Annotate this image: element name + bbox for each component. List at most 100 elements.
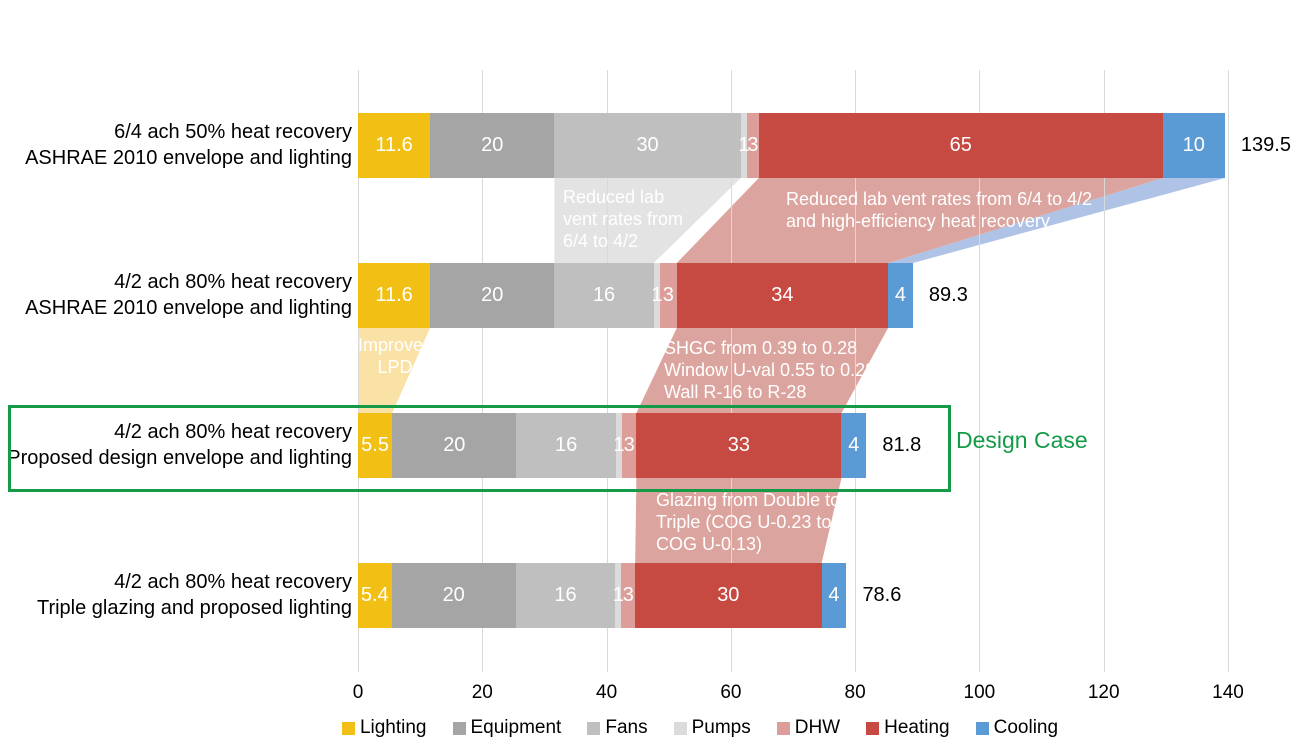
legend-label: Pumps — [691, 717, 751, 738]
x-axis-tick-label: 40 — [596, 682, 618, 703]
segment-value-label: 20 — [443, 434, 466, 456]
legend-swatch-icon — [673, 721, 687, 735]
bar-segment-pumps: 1 — [738, 113, 750, 178]
measure-annotation: Glazing from Double to Triple (COG U-0.23… — [656, 490, 841, 554]
gridline — [606, 70, 608, 672]
segment-value-label: 16 — [555, 434, 578, 456]
chart-legend: Lighting Equipment Fans Pumps DHW Heating Cool… — [300, 717, 1100, 739]
bar-segment-lighting: 11.6 — [358, 113, 431, 178]
bar-segment-heating: 30 — [635, 563, 822, 628]
bar-segment-pumps: 1 — [612, 563, 624, 628]
bar-segment-lighting: 5.4 — [358, 563, 392, 628]
gridline — [482, 70, 484, 672]
segment-value-label: 20 — [481, 134, 504, 156]
segment-value-label: 1 — [651, 284, 663, 306]
segment-value-label: 1 — [612, 584, 624, 606]
bar-segment-fans: 16 — [516, 413, 616, 478]
bar-segment-dhw: 3 — [746, 113, 759, 178]
bar-total-label: 89.3 — [928, 283, 968, 306]
segment-value-label: 30 — [717, 584, 740, 606]
bar-total-label: 139.5 — [1240, 133, 1291, 156]
bar-segment-cooling: 4 — [888, 263, 913, 328]
segment-value-label: 20 — [442, 584, 465, 606]
bar-total-label: 78.6 — [862, 583, 902, 606]
x-axis-tick-label: 20 — [471, 682, 493, 703]
segment-value-label: 5.5 — [361, 434, 389, 456]
gridline — [1103, 70, 1105, 672]
segment-value-label: 11.6 — [375, 284, 413, 306]
connector-lighting — [358, 328, 431, 413]
legend-swatch-icon — [975, 721, 989, 735]
segment-value-label: 3 — [662, 284, 674, 306]
measure-annotation: Reduced lab vent rates from 6/4 to 4/2 — [563, 187, 684, 251]
bar-segment-fans: 16 — [554, 263, 654, 328]
segment-value-label: 10 — [1182, 134, 1205, 156]
gridline — [979, 70, 981, 672]
category-label: 4/2 ach 80% heat recovery Proposed design… — [7, 421, 352, 469]
legend-item-equipment: Equipment — [452, 717, 561, 739]
legend-item-pumps: Pumps — [673, 717, 751, 739]
connector-heating — [676, 178, 1163, 263]
segment-value-label: 16 — [554, 584, 577, 606]
legend-label: Lighting — [359, 717, 427, 738]
x-axis-tick-label: 120 — [1087, 682, 1120, 703]
bar-total-label: 81.8 — [882, 433, 922, 456]
segment-value-label: 33 — [727, 434, 751, 456]
bar-segment-pumps: 1 — [651, 263, 663, 328]
connector-heating — [635, 478, 842, 563]
x-axis-tick-label: 140 — [1212, 682, 1244, 703]
legend-swatch-icon — [452, 721, 466, 735]
stacked-bar: 11.6 20 16 1 3 34 4 — [358, 263, 913, 328]
legend-item-heating: Heating — [866, 717, 950, 739]
legend-item-dhw: DHW — [776, 717, 841, 739]
legend-item-lighting: Lighting — [341, 717, 427, 739]
legend-item-cooling: Cooling — [975, 717, 1059, 739]
x-axis-tick-label: 80 — [844, 682, 866, 703]
legend-label: Heating — [884, 717, 950, 738]
segment-value-label: 1 — [738, 134, 750, 156]
connector-cooling — [888, 178, 1225, 263]
bar-segment-fans: 30 — [554, 113, 741, 178]
bar-segment-lighting: 11.6 — [358, 263, 431, 328]
legend-label: DHW — [794, 717, 841, 738]
measure-annotation: Improved LPD — [358, 335, 434, 377]
legend-item-fans: Fans — [587, 717, 648, 739]
x-axis-tick-label: 60 — [720, 682, 742, 703]
segment-value-label: 16 — [592, 284, 616, 306]
bar-segment-cooling: 10 — [1162, 113, 1225, 178]
segment-value-label: 1 — [613, 434, 625, 456]
bar-segment-heating: 33 — [636, 413, 842, 478]
bar-segment-dhw: 3 — [659, 263, 677, 328]
stacked-bar: 5.4 20 16 1 3 30 4 — [358, 563, 847, 628]
bar-segment-equipment: 20 — [391, 563, 516, 628]
stacked-bar: 11.6 20 30 1 3 65 10 — [358, 113, 1225, 178]
bar-segment-equipment: 20 — [430, 263, 555, 328]
measure-annotation: SHGC from 0.39 to 0.28 Window U-val 0.55 … — [664, 338, 876, 402]
legend-swatch-icon — [776, 721, 790, 735]
gridline — [855, 70, 857, 672]
bar-segment-cooling: 4 — [841, 413, 867, 478]
category-label: 4/2 ach 80% heat recovery ASHRAE 2010 env… — [25, 271, 352, 319]
stacked-bar: 5.5 20 16 1 3 33 4 — [358, 413, 867, 478]
design-case-highlight-box — [8, 405, 951, 492]
x-axis-tick-label: 0 — [352, 682, 364, 703]
gridline — [730, 70, 732, 672]
legend-swatch-icon — [587, 721, 601, 735]
legend-label: Cooling — [993, 717, 1059, 738]
segment-value-label: 4 — [848, 434, 860, 456]
segment-value-label: 4 — [894, 284, 907, 306]
segment-value-label: 3 — [747, 134, 759, 156]
bar-segment-pumps: 1 — [613, 413, 625, 478]
category-label: 6/4 ach 50% heat recovery ASHRAE 2010 env… — [25, 121, 352, 169]
bar-segment-dhw: 3 — [621, 563, 636, 628]
gridline — [358, 70, 359, 672]
segment-value-label: 20 — [481, 284, 504, 306]
measure-annotation: Reduced lab vent rates from 6/4 to 4/2 an… — [786, 189, 1093, 231]
bar-segment-equipment: 20 — [430, 113, 555, 178]
segment-value-label: 3 — [623, 434, 635, 456]
bar-segment-equipment: 20 — [392, 413, 517, 478]
segment-value-label: 4 — [828, 584, 840, 606]
bar-segment-lighting: 5.5 — [358, 413, 393, 478]
